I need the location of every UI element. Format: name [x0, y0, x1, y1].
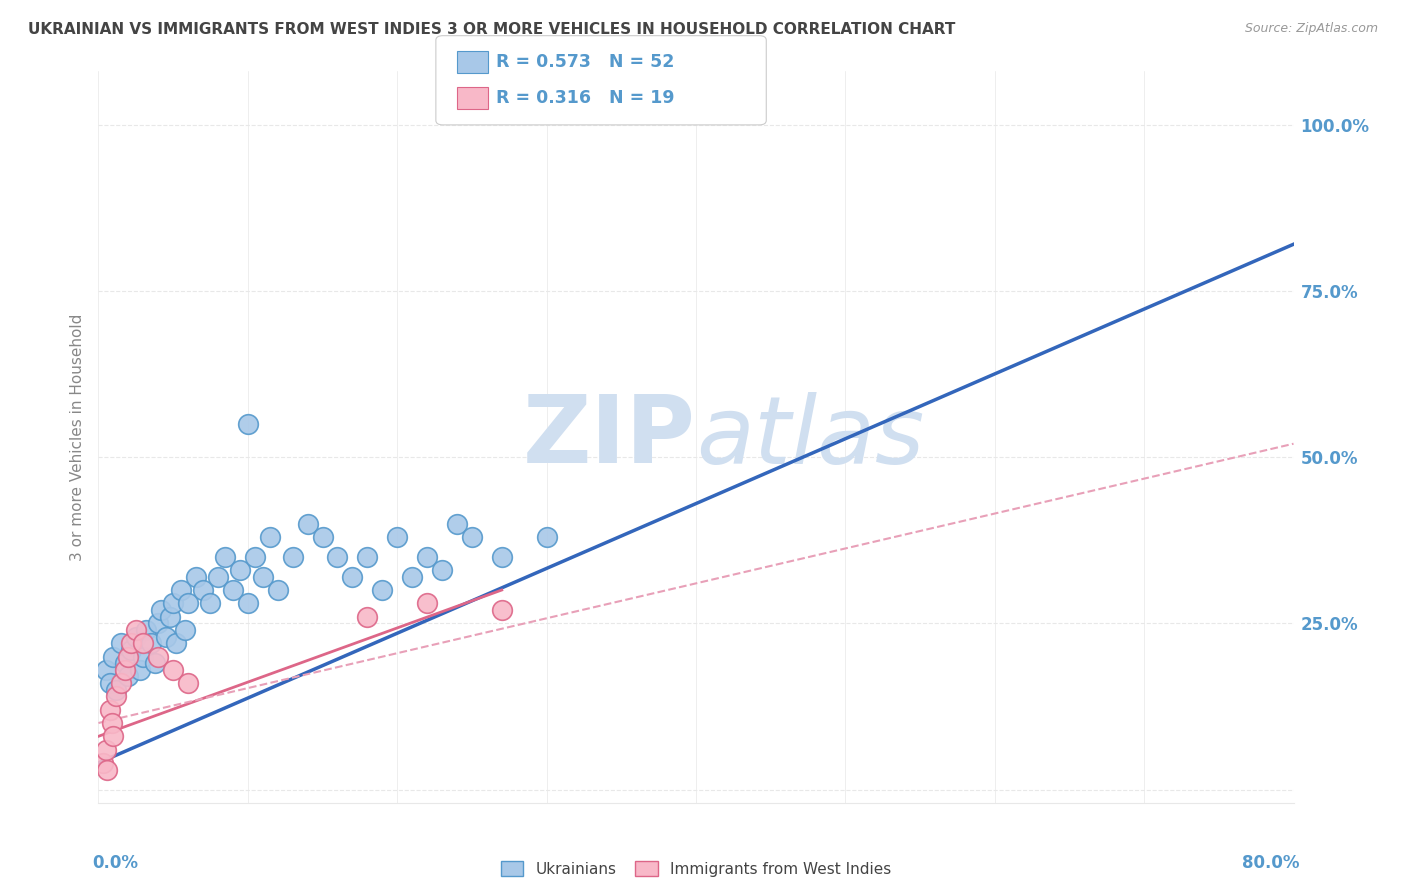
- Point: [132, 649, 155, 664]
- Point: [110, 676, 132, 690]
- Point: [356, 549, 378, 564]
- Point: [371, 582, 394, 597]
- Point: [207, 570, 229, 584]
- Point: [191, 582, 214, 597]
- Text: atlas: atlas: [696, 392, 924, 483]
- Text: Source: ZipAtlas.com: Source: ZipAtlas.com: [1244, 22, 1378, 36]
- Point: [174, 623, 197, 637]
- Point: [491, 603, 513, 617]
- Point: [222, 582, 245, 597]
- Point: [150, 603, 173, 617]
- Point: [96, 763, 118, 777]
- Text: 0.0%: 0.0%: [93, 854, 138, 872]
- Point: [110, 636, 132, 650]
- Point: [416, 549, 439, 564]
- Point: [101, 716, 124, 731]
- Text: R = 0.573   N = 52: R = 0.573 N = 52: [496, 54, 675, 71]
- Point: [165, 636, 187, 650]
- Point: [159, 609, 181, 624]
- Point: [214, 549, 236, 564]
- Point: [430, 563, 453, 577]
- Point: [114, 656, 136, 670]
- Point: [356, 609, 378, 624]
- Legend: Ukrainians, Immigrants from West Indies: Ukrainians, Immigrants from West Indies: [495, 855, 897, 883]
- Point: [120, 636, 142, 650]
- Point: [94, 742, 117, 756]
- Point: [114, 663, 136, 677]
- Point: [105, 690, 128, 704]
- Point: [103, 649, 125, 664]
- Point: [91, 756, 114, 770]
- Point: [148, 616, 170, 631]
- Y-axis label: 3 or more Vehicles in Household: 3 or more Vehicles in Household: [69, 313, 84, 561]
- Text: R = 0.316   N = 19: R = 0.316 N = 19: [496, 89, 675, 107]
- Text: ZIP: ZIP: [523, 391, 696, 483]
- Point: [98, 676, 122, 690]
- Point: [491, 549, 513, 564]
- Point: [132, 636, 155, 650]
- Point: [229, 563, 252, 577]
- Point: [117, 669, 139, 683]
- Point: [135, 623, 157, 637]
- Point: [200, 596, 222, 610]
- Point: [162, 596, 184, 610]
- Point: [281, 549, 304, 564]
- Point: [342, 570, 364, 584]
- Text: 80.0%: 80.0%: [1241, 854, 1299, 872]
- Point: [148, 649, 170, 664]
- Point: [536, 530, 558, 544]
- Point: [120, 643, 142, 657]
- Point: [267, 582, 290, 597]
- Point: [446, 516, 468, 531]
- Point: [177, 596, 200, 610]
- Point: [103, 729, 125, 743]
- Point: [125, 630, 148, 644]
- Point: [401, 570, 423, 584]
- Text: UKRAINIAN VS IMMIGRANTS FROM WEST INDIES 3 OR MORE VEHICLES IN HOUSEHOLD CORRELA: UKRAINIAN VS IMMIGRANTS FROM WEST INDIES…: [28, 22, 956, 37]
- Point: [125, 623, 148, 637]
- Point: [245, 549, 267, 564]
- Point: [105, 682, 128, 697]
- Point: [385, 530, 409, 544]
- Point: [236, 596, 259, 610]
- Point: [155, 630, 177, 644]
- Point: [117, 649, 139, 664]
- Point: [143, 656, 166, 670]
- Point: [162, 663, 184, 677]
- Point: [1386, 118, 1406, 132]
- Point: [177, 676, 200, 690]
- Point: [326, 549, 349, 564]
- Point: [184, 570, 207, 584]
- Point: [297, 516, 319, 531]
- Point: [416, 596, 439, 610]
- Point: [139, 636, 162, 650]
- Point: [259, 530, 281, 544]
- Point: [311, 530, 333, 544]
- Point: [252, 570, 274, 584]
- Point: [94, 663, 117, 677]
- Point: [169, 582, 191, 597]
- Point: [98, 703, 122, 717]
- Point: [236, 417, 259, 431]
- Point: [461, 530, 484, 544]
- Point: [129, 663, 152, 677]
